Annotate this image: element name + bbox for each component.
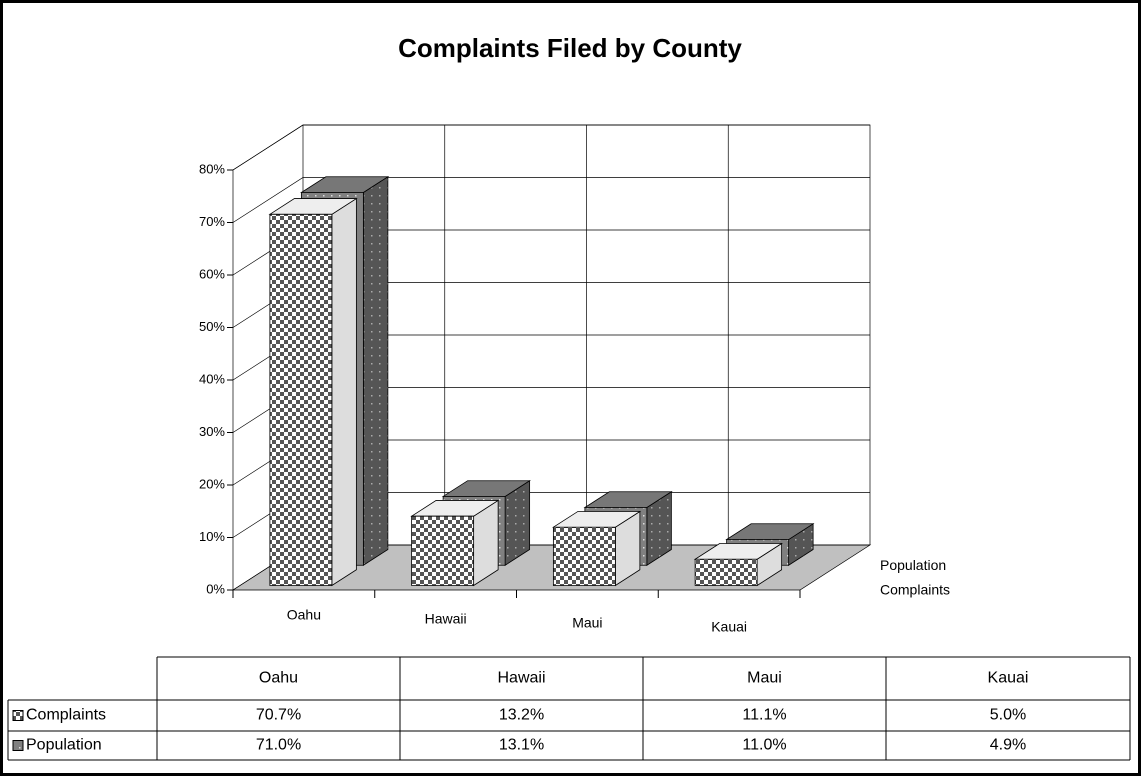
grid-line: [232, 177, 870, 223]
grid-line: [232, 124, 870, 171]
chart-title: Complaints Filed by County: [398, 33, 742, 63]
table-value: 71.0%: [256, 737, 301, 754]
table-value: 11.0%: [742, 737, 786, 754]
x-tick-label: Kauai: [711, 619, 747, 635]
y-tick-label: 50%: [199, 319, 225, 334]
x-tick-label: Maui: [572, 615, 602, 631]
table-header: Hawaii: [497, 670, 545, 687]
depth-label: Population: [880, 557, 946, 573]
legend-label: Population: [26, 737, 102, 754]
y-tick-label: 60%: [199, 266, 225, 281]
y-tick-label: 10%: [199, 529, 225, 544]
legend-key: [12, 740, 24, 751]
table-header: Kauai: [988, 670, 1029, 687]
bar-face: [362, 176, 389, 566]
legend-key: [12, 710, 24, 721]
table-header: Oahu: [259, 670, 298, 687]
bar: [552, 510, 642, 587]
bar-face: [411, 515, 475, 586]
table-value: 13.2%: [499, 707, 544, 724]
bar: [410, 499, 500, 587]
depth-label: Complaints: [880, 582, 950, 598]
bar-face: [331, 197, 357, 587]
bar-face: [552, 526, 616, 586]
y-tick-label: 30%: [199, 424, 225, 439]
table-value: 11.1%: [742, 707, 786, 724]
bar: [268, 197, 358, 587]
y-tick-label: 20%: [199, 476, 225, 491]
x-tick-label: Hawaii: [425, 611, 467, 627]
bar: [693, 542, 783, 587]
y-tick-label: 80%: [199, 161, 225, 176]
bar-face: [694, 558, 758, 586]
y-tick-label: 0%: [206, 581, 225, 596]
y-tick-label: 70%: [199, 214, 225, 229]
table-value: 70.7%: [256, 707, 301, 724]
table-value: 13.1%: [499, 737, 544, 754]
x-tick-label: Oahu: [287, 607, 321, 623]
table-value: 4.9%: [990, 737, 1026, 754]
y-tick-label: 40%: [199, 371, 225, 386]
table-header: Maui: [747, 670, 782, 687]
bar-face: [269, 213, 333, 586]
legend-label: Complaints: [26, 707, 106, 724]
table-value: 5.0%: [990, 707, 1026, 724]
